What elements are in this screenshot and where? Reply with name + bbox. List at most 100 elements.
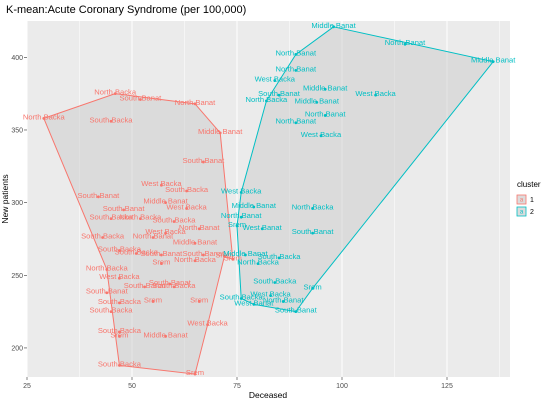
data-label-cluster-1: North Banat <box>133 232 174 241</box>
data-label-cluster-2: North Banat <box>263 295 304 304</box>
legend: cluster a 1a 2 <box>516 180 541 217</box>
y-tick-label: 400 <box>11 55 23 62</box>
legend-key-glyph-1: a <box>520 198 524 204</box>
legend-items: a 1a 2 <box>516 194 534 217</box>
data-label-cluster-2: West Banat <box>243 223 283 232</box>
data-points <box>42 25 495 376</box>
data-point-cluster-1 <box>185 189 189 193</box>
data-label-cluster-2: North Banat <box>305 109 346 118</box>
data-label-cluster-2: West Backa <box>221 186 262 195</box>
data-point-cluster-1 <box>118 276 121 280</box>
data-point-cluster-1 <box>118 249 121 252</box>
data-label-cluster-1: South Backa <box>152 281 196 290</box>
data-label-cluster-2: Middle Banat <box>303 83 348 92</box>
data-label-cluster-1: Srem <box>224 253 242 262</box>
data-label-cluster-2: South Backa <box>257 252 301 261</box>
data-label-cluster-2: Srem <box>228 220 246 229</box>
data-label-cluster-1: Middle Banat <box>173 237 218 246</box>
data-point-cluster-2 <box>239 215 243 219</box>
data-point-cluster-1 <box>193 102 197 106</box>
data-label-cluster-2: North Banat <box>276 48 317 57</box>
data-point-cluster-1 <box>42 116 46 120</box>
data-label-cluster-1: South Banat <box>140 249 183 258</box>
data-label-cluster-1: South Backa <box>98 359 142 368</box>
data-point-cluster-1 <box>139 217 142 221</box>
data-point-cluster-2 <box>273 281 277 284</box>
data-point-cluster-1 <box>218 131 222 135</box>
data-label-cluster-2: South Backa <box>253 277 297 286</box>
data-label-cluster-1: South Banat <box>182 156 225 165</box>
data-label-cluster-2: Middle Banat <box>232 201 277 210</box>
x-axis-label: Deceased <box>249 390 288 400</box>
data-label-cluster-1: West Backa <box>99 272 140 281</box>
data-point-cluster-2 <box>374 93 377 97</box>
y-tick-label: 200 <box>11 345 23 352</box>
data-point-cluster-1 <box>118 330 121 334</box>
data-label-cluster-1: Srem <box>190 295 208 304</box>
data-label-cluster-1: West Backa <box>166 202 207 211</box>
data-label-cluster-2: North Backa <box>237 258 280 267</box>
data-point-cluster-1 <box>197 227 201 231</box>
data-point-cluster-2 <box>311 231 314 235</box>
data-label-cluster-2: South Banat <box>258 89 301 98</box>
data-label-cluster-1: North Backa <box>23 112 66 121</box>
data-label-cluster-2: North Backa <box>292 202 335 211</box>
data-label-cluster-1: West Backa <box>141 179 182 188</box>
data-point-cluster-2 <box>265 99 268 103</box>
legend-key-1 <box>516 194 527 205</box>
data-label-cluster-1: South Backa <box>81 232 125 241</box>
data-label-cluster-1: South Backa <box>115 247 159 256</box>
y-tick-label: 350 <box>11 127 23 134</box>
data-label-cluster-1: Middle Banat <box>143 330 188 339</box>
data-point-cluster-1 <box>109 119 113 123</box>
data-point-cluster-1 <box>206 323 210 327</box>
data-point-cluster-1 <box>105 291 109 295</box>
data-label-cluster-1: South Backa <box>89 306 133 315</box>
data-label-cluster-2: Middle Banat <box>471 56 516 65</box>
data-label-cluster-2: South Backa <box>220 293 264 302</box>
data-label-cluster-2: North Banat <box>276 117 317 126</box>
data-label-cluster-1: North Backa <box>174 255 217 264</box>
data-label-cluster-1: South Banat <box>119 93 162 102</box>
data-point-cluster-2 <box>315 100 319 104</box>
data-label-cluster-2: Middle Banat <box>311 21 356 30</box>
data-label-cluster-1: Srem <box>110 330 128 339</box>
data-label-cluster-2: West Backa <box>301 130 342 139</box>
data-point-cluster-1 <box>168 282 172 286</box>
data-label-cluster-1: South Backa <box>89 213 133 222</box>
data-label-cluster-1: Middle Banat <box>198 127 243 136</box>
data-point-cluster-1 <box>160 262 163 266</box>
data-label-cluster-2: West Backa <box>355 89 396 98</box>
data-point-cluster-1 <box>118 301 121 305</box>
data-label-cluster-1: South Backa <box>165 185 209 194</box>
data-point-cluster-2 <box>323 87 327 91</box>
legend-key-2 <box>516 206 527 217</box>
data-point-cluster-1 <box>193 241 197 245</box>
x-axis-ticks: 25 50 75 100 125 <box>23 377 453 390</box>
data-label-cluster-2: South Banat <box>275 306 318 315</box>
data-point-cluster-2 <box>256 262 260 266</box>
data-label-cluster-2: West Backa <box>250 290 291 299</box>
data-label-cluster-1: South Backa <box>152 216 196 225</box>
grid-lines <box>26 21 500 377</box>
cluster-hulls <box>43 26 495 375</box>
data-label-cluster-2: North Banat <box>276 64 317 73</box>
legend-key-glyph-2: a <box>520 210 524 216</box>
data-label-cluster-1: North Backa <box>120 213 163 222</box>
data-point-cluster-2 <box>311 207 314 210</box>
data-point-cluster-1 <box>118 334 121 338</box>
data-point-cluster-2 <box>294 310 298 314</box>
data-point-cluster-2 <box>252 302 256 306</box>
data-point-cluster-1 <box>185 207 189 210</box>
data-label-cluster-2: Middle Banat <box>223 249 268 258</box>
data-point-cluster-1 <box>164 201 168 205</box>
legend-label-2: 2 <box>530 209 534 216</box>
data-point-cluster-1 <box>139 98 142 101</box>
data-label-cluster-1: North Backa <box>86 263 129 272</box>
data-point-cluster-2 <box>277 93 281 97</box>
data-point-cluster-1 <box>172 220 176 223</box>
data-point-cluster-2 <box>319 134 323 138</box>
data-point-cluster-2 <box>332 25 335 29</box>
data-point-cluster-1 <box>193 259 197 263</box>
